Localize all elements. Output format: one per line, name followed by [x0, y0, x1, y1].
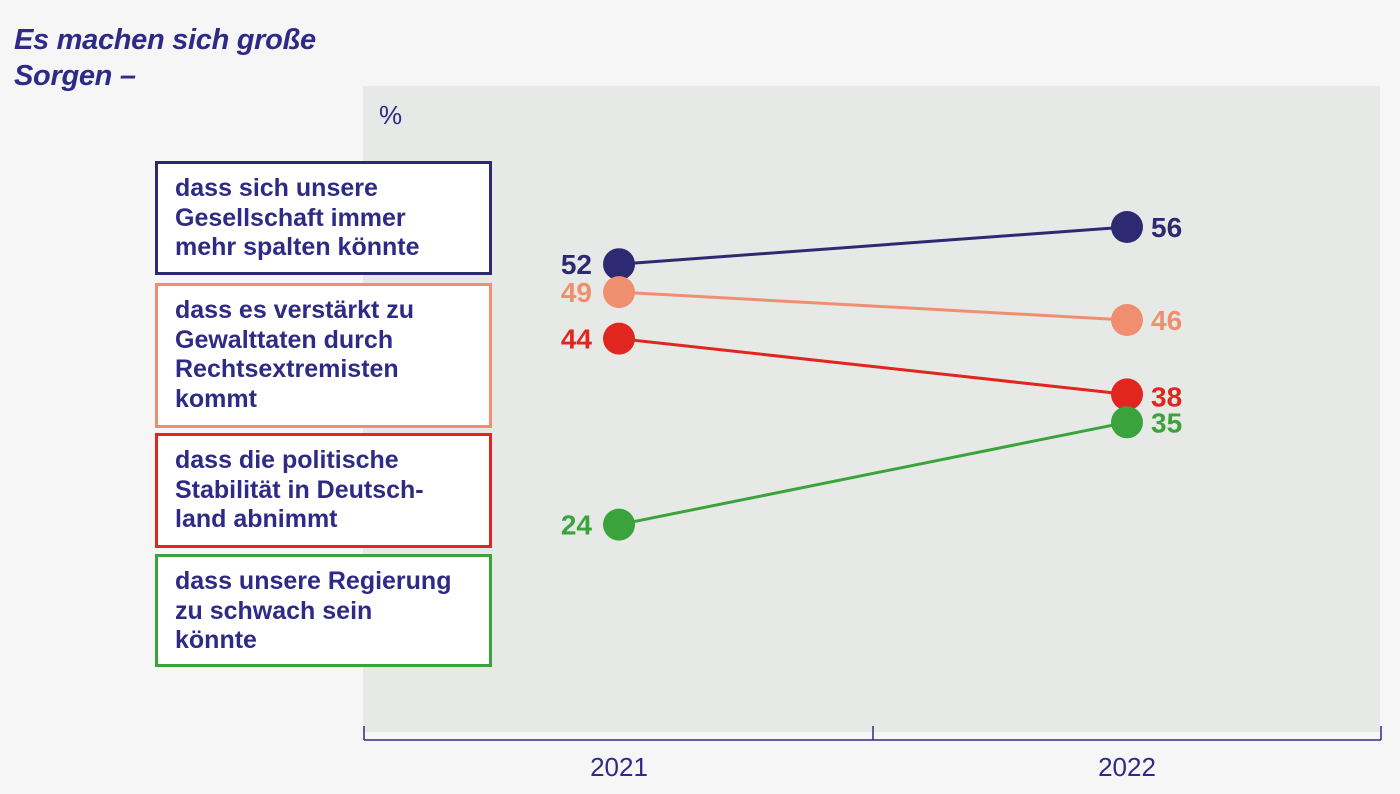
- data-label-1-2022: 46: [1151, 305, 1182, 336]
- series-line-1: [618, 290, 1128, 322]
- plot-area: [363, 86, 1380, 732]
- data-point-3-2022: [1111, 406, 1143, 439]
- data-label-0-2022: 56: [1151, 212, 1182, 243]
- data-point-1-2022: [1111, 304, 1143, 336]
- data-point-2-2021: [603, 322, 635, 355]
- x-tick-label-2022: 2022: [1098, 752, 1156, 782]
- chart-title: Es machen sich große Sorgen –: [14, 24, 316, 92]
- legend-item-gewalttaten-rechtsextremisten: dass es verstärkt zu Gewalttaten durch R…: [155, 283, 492, 428]
- data-label-3-2021: 24: [561, 510, 593, 541]
- data-label-0-2021: 52: [561, 249, 592, 280]
- data-point-3-2021: [603, 508, 635, 541]
- y-axis-unit-label: %: [379, 100, 403, 130]
- x-tick-label-2021: 2021: [590, 752, 648, 782]
- data-point-2-2022: [1111, 378, 1143, 411]
- series-line-0: [618, 225, 1128, 266]
- legend-item-regierung-schwach: dass unsere Regierung zu schwach sein kö…: [155, 554, 492, 667]
- data-point-0-2021: [603, 248, 635, 281]
- data-label-2-2021: 44: [561, 324, 593, 355]
- data-label-3-2022: 35: [1151, 407, 1182, 438]
- data-label-1-2021: 49: [561, 277, 592, 308]
- data-point-0-2022: [1111, 211, 1143, 243]
- legend-item-gesellschaft-spalten: dass sich unsere Gesellschaft immer mehr…: [155, 161, 492, 275]
- data-point-1-2021: [603, 276, 635, 309]
- legend-item-politische-stabilitaet: dass die politische Stabilität in Deutsc…: [155, 433, 492, 548]
- data-label-2-2022: 38: [1151, 381, 1182, 412]
- series-line-2: [618, 337, 1128, 396]
- series-line-3: [618, 420, 1128, 527]
